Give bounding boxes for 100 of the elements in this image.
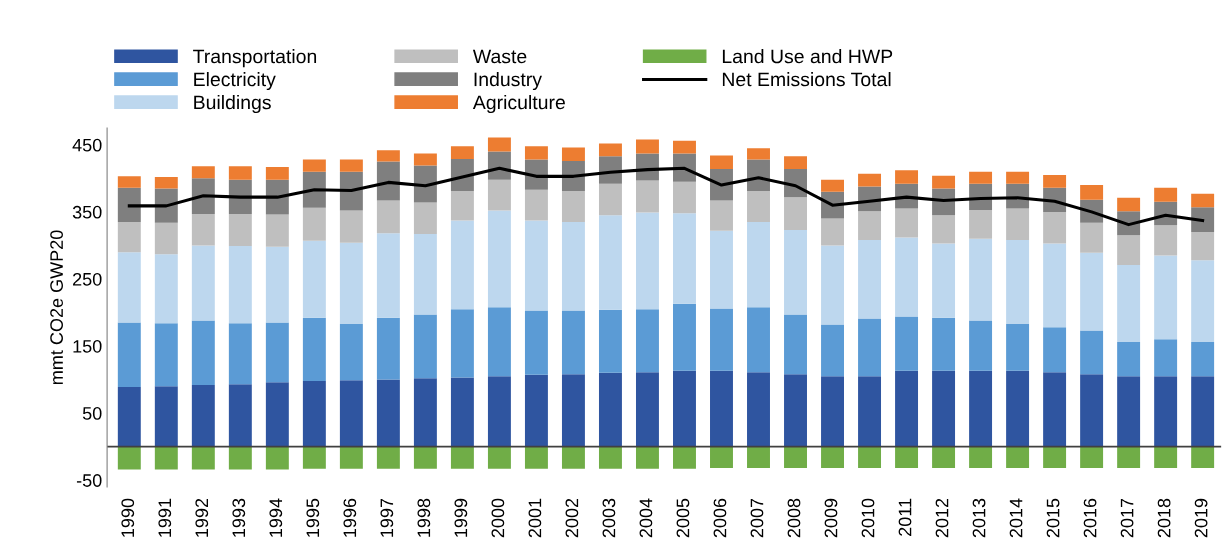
- x-tick-label: 1997: [380, 498, 394, 537]
- bar: [895, 208, 919, 238]
- bar: [636, 309, 659, 373]
- bar: [673, 140, 696, 154]
- line-series: [127, 166, 1205, 227]
- bar: [1080, 374, 1104, 447]
- bar: [1043, 175, 1067, 188]
- bar: [487, 210, 511, 308]
- bar: [932, 446, 956, 469]
- bar: [487, 376, 511, 447]
- legend-label: Net Emissions Total: [722, 72, 891, 87]
- bar: [117, 322, 141, 387]
- bar: [895, 370, 919, 447]
- bar: [524, 189, 548, 221]
- bar: [821, 376, 844, 447]
- bar: [932, 243, 956, 318]
- bar: [413, 153, 437, 166]
- x-tick-label: 1999: [454, 498, 468, 537]
- bar: [969, 370, 993, 447]
- x-tick-label: 2017: [1120, 498, 1134, 538]
- bar: [228, 166, 252, 180]
- bar: [598, 372, 622, 447]
- legend-label: Land Use and HWP: [722, 49, 893, 64]
- bar: [1117, 446, 1141, 469]
- bar: [1117, 264, 1141, 342]
- bar: [450, 191, 474, 221]
- bar: [673, 213, 696, 304]
- bar: [784, 156, 807, 169]
- bar: [858, 376, 882, 447]
- bar: [487, 137, 511, 152]
- bar: [673, 303, 696, 371]
- bar: [1080, 252, 1104, 331]
- bar: [932, 370, 956, 447]
- bar: [376, 161, 400, 201]
- bar: [228, 213, 252, 247]
- bar: [969, 171, 993, 184]
- bar: [487, 446, 511, 469]
- bar: [228, 446, 252, 470]
- bar: [1006, 446, 1030, 469]
- bar: [302, 159, 326, 172]
- bar: [376, 446, 400, 469]
- bar: [191, 320, 215, 385]
- bar: [265, 382, 289, 447]
- bar: [710, 230, 733, 309]
- bar: [858, 446, 882, 469]
- bar: [1117, 342, 1141, 377]
- bar: [1006, 208, 1030, 241]
- bar: [1154, 376, 1178, 447]
- bar: [747, 446, 770, 469]
- bar: [154, 323, 178, 387]
- bar: [1117, 376, 1141, 447]
- bar: [413, 165, 437, 203]
- bar: [636, 180, 659, 213]
- bar: [1080, 222, 1104, 253]
- x-tick-label: 2012: [935, 498, 949, 538]
- bar: [117, 386, 141, 447]
- bar: [1191, 193, 1215, 208]
- bar: [969, 238, 993, 321]
- bar: [636, 372, 659, 447]
- bar: [561, 310, 585, 375]
- bar: [487, 307, 511, 377]
- bar: [932, 175, 956, 189]
- bar: [858, 240, 882, 319]
- bar: [598, 143, 622, 157]
- bar: [191, 384, 215, 447]
- bar: [747, 191, 770, 222]
- bar: [1006, 323, 1030, 371]
- bar: [598, 309, 622, 373]
- bar: [154, 222, 178, 255]
- legend-label: Buildings: [194, 94, 271, 114]
- bar: [747, 148, 770, 160]
- bar: [450, 377, 474, 447]
- bar: [636, 139, 659, 154]
- bar: [302, 446, 326, 469]
- bar: [895, 316, 919, 371]
- bar: [895, 237, 919, 317]
- bar: [413, 378, 437, 447]
- bar: [339, 159, 363, 172]
- bar: [228, 323, 252, 385]
- x-tick-label: 2000: [491, 498, 505, 538]
- y-tick-label: 250: [73, 272, 102, 286]
- bar: [821, 324, 844, 377]
- bar: [784, 374, 807, 447]
- bar: [1080, 446, 1104, 469]
- bar: [673, 370, 696, 447]
- bar: [228, 246, 252, 324]
- bar: [821, 179, 844, 192]
- bar: [524, 446, 548, 469]
- bar: [191, 166, 215, 179]
- bar: [784, 314, 807, 375]
- bar: [524, 146, 548, 160]
- bar: [784, 446, 807, 469]
- bar: [1191, 232, 1215, 261]
- bar: [673, 446, 696, 469]
- bar: [450, 309, 474, 378]
- x-tick-label: 2001: [528, 498, 542, 538]
- bar: [710, 308, 733, 371]
- bar: [1043, 372, 1067, 447]
- bar: [821, 245, 844, 325]
- y-axis-title: mmt CO2e GWP20: [50, 230, 63, 385]
